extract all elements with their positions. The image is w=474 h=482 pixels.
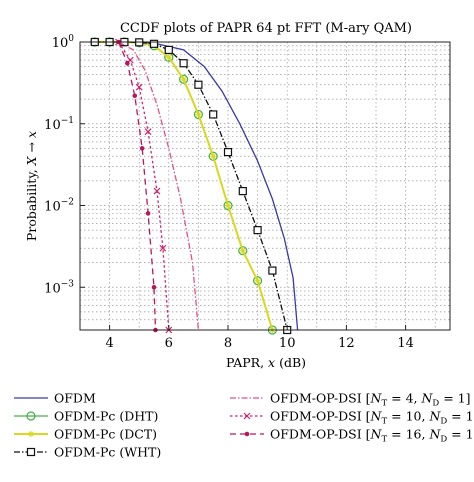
legend-label: OFDM-OP-DSI [NT = 16, ND = 1] [270,427,474,445]
legend-label: OFDM-Pc (DHT) [54,409,158,424]
series-line [94,41,274,331]
data-point [164,45,173,55]
series-5 [118,41,200,331]
data-point [253,226,262,235]
data-point [193,109,203,120]
x-tick-label: 14 [397,336,414,351]
data-point [195,111,202,118]
series-6 [115,38,173,334]
y-tick-label: 10−3 [44,279,74,296]
data-point [151,284,157,290]
y-tick-label: 100 [52,34,75,51]
series-line [118,41,200,331]
legend-entry-6: OFDM-OP-DSI [NT = 10, ND = 1] [230,409,474,427]
series-line [94,41,274,331]
data-point [144,128,152,136]
series-7 [116,39,158,333]
data-point [253,276,263,286]
data-point [239,247,246,254]
plot-frame [79,41,451,331]
data-point [194,80,203,89]
data-point [179,59,188,68]
legend-entry-4: OFDM-Pc (WHT) [14,445,161,460]
data-point [208,151,218,161]
data-point [139,146,145,151]
data-point [254,277,261,284]
x-tick-label: 8 [224,336,232,351]
data-point [210,153,217,160]
data-point [149,39,159,48]
series-2 [90,37,277,335]
x-ticks: 4 6 8 10 12 14 [105,325,414,351]
data-point [223,200,233,211]
x-tick-label: 4 [105,336,113,351]
legend-marker [244,431,250,437]
data-point [268,266,277,275]
y-axis-label: Probability, X → x [24,131,39,241]
grid [79,41,450,331]
data-point [132,93,138,99]
legend-marker [26,411,36,421]
legend-entry-1: OFDM [14,391,96,406]
series-line [94,41,288,331]
data-point [165,54,172,61]
data-point [135,83,143,91]
data-point [180,76,187,83]
data-point [145,211,151,216]
x-tick-label: 12 [338,336,355,351]
legend-label: OFDM-Pc (WHT) [54,445,161,460]
data-point [159,244,167,252]
x-axis-label: PAPR, x (dB) [226,355,306,370]
data-point [179,74,189,84]
legend-marker [243,412,251,420]
data-point [153,187,161,195]
data-point [209,110,218,119]
legend-marker [28,431,34,437]
data-point [223,148,233,157]
data-point [238,187,247,196]
x-tick-label: 6 [165,336,173,351]
legend-label: OFDM [54,391,96,406]
legend-entry-7: OFDM-OP-DSI [NT = 16, ND = 1] [230,427,474,445]
legend-label: OFDM-Pc (DCT) [54,427,157,442]
chart-title: CCDF plots of PAPR 64 pt FFT (M-ary QAM) [120,21,412,36]
x-tick-label: 10 [279,336,296,351]
data-point [238,246,248,256]
legend-label: OFDM-OP-DSI [NT = 10, ND = 1] [270,409,474,427]
legend-label: OFDM-OP-DSI [NT = 4, ND = 1] [270,391,471,409]
legend-entry-2: OFDM-Pc (DHT) [14,409,158,424]
series-line [117,41,170,331]
legend-entry-3: OFDM-Pc (DCT) [14,427,157,442]
legend-marker [26,447,36,457]
legend-entry-5: OFDM-OP-DSI [NT = 4, ND = 1] [230,391,471,409]
data-point [225,202,231,209]
y-ticks: 100 10−1 10−2 10−3 [44,34,85,296]
data-point [125,60,130,66]
legend: OFDM OFDM-Pc (DHT) OFDM-Pc (DCT) OFDM-Pc (W… [14,391,474,460]
plot-series [90,37,299,335]
y-tick-label: 10−2 [44,198,74,215]
y-tick-label: 10−1 [44,116,74,133]
